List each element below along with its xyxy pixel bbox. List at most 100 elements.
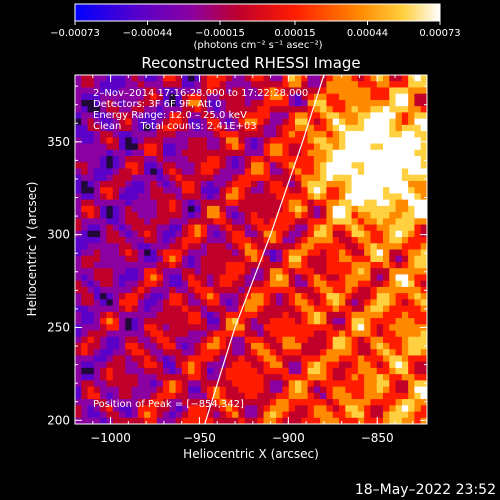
heatmap-cell bbox=[395, 330, 403, 338]
heatmap-cell bbox=[131, 131, 139, 138]
heatmap-cell bbox=[207, 230, 214, 238]
heatmap-cell bbox=[401, 87, 409, 95]
heatmap-cell bbox=[194, 311, 202, 319]
heatmap-cell bbox=[257, 187, 265, 195]
heatmap-cell bbox=[156, 143, 164, 151]
heatmap-cell bbox=[295, 87, 302, 95]
heatmap-cell bbox=[106, 311, 114, 319]
heatmap-cell bbox=[150, 237, 158, 244]
heatmap-cell bbox=[156, 336, 164, 344]
heatmap-cell bbox=[313, 361, 321, 369]
heatmap-cell bbox=[351, 243, 359, 251]
heatmap-cell bbox=[307, 336, 315, 344]
heatmap-cell bbox=[313, 392, 321, 400]
heatmap-cell bbox=[420, 162, 427, 170]
heatmap-cell bbox=[87, 336, 95, 344]
heatmap-cell bbox=[345, 349, 353, 357]
heatmap-cell bbox=[106, 318, 114, 325]
heatmap-cell bbox=[288, 187, 296, 195]
heatmap-cell bbox=[364, 112, 372, 120]
heatmap-cell bbox=[163, 81, 170, 89]
heatmap-cell bbox=[207, 180, 214, 188]
heatmap-cell bbox=[213, 361, 221, 369]
heatmap-cell bbox=[131, 162, 139, 170]
heatmap-cell bbox=[175, 230, 183, 238]
footer-timestamp: 18–May–2022 23:52 bbox=[355, 482, 496, 498]
heatmap-cell bbox=[401, 330, 409, 338]
heatmap-cell bbox=[295, 330, 302, 338]
heatmap-cell bbox=[339, 168, 346, 176]
heatmap-cell bbox=[420, 355, 427, 363]
heatmap-cell bbox=[263, 212, 271, 219]
heatmap-cell bbox=[257, 386, 265, 394]
heatmap-cell bbox=[282, 112, 290, 120]
heatmap-cell bbox=[251, 299, 258, 307]
heatmap-cell bbox=[169, 162, 177, 170]
heatmap-cell bbox=[414, 386, 422, 394]
heatmap-cell bbox=[383, 99, 390, 107]
heatmap-cell bbox=[75, 112, 82, 120]
heatmap-cell bbox=[395, 162, 403, 170]
heatmap-cell bbox=[351, 143, 359, 151]
heatmap-cell bbox=[345, 361, 353, 369]
heatmap-cell bbox=[357, 392, 365, 400]
heatmap-cell bbox=[269, 156, 277, 163]
heatmap-cell bbox=[332, 274, 340, 282]
heatmap-cell bbox=[106, 355, 114, 363]
heatmap-cell bbox=[125, 93, 133, 101]
heatmap-cell bbox=[163, 274, 170, 282]
heatmap-cell bbox=[389, 199, 397, 207]
heatmap-cell bbox=[194, 205, 202, 213]
heatmap-cell bbox=[112, 137, 120, 145]
heatmap-cell bbox=[339, 274, 346, 282]
heatmap-cell bbox=[238, 386, 246, 394]
heatmap-cell bbox=[408, 124, 416, 132]
heatmap-cell bbox=[414, 342, 422, 350]
heatmap-cell bbox=[225, 224, 233, 232]
heatmap-cell bbox=[150, 212, 158, 219]
heatmap-cell bbox=[137, 112, 145, 120]
heatmap-cell bbox=[295, 280, 302, 288]
heatmap-cell bbox=[395, 380, 403, 388]
heatmap-cell bbox=[219, 311, 227, 319]
heatmap-cell bbox=[100, 75, 108, 82]
heatmap-cell bbox=[370, 261, 378, 269]
heatmap-cell bbox=[232, 99, 240, 107]
heatmap-cell bbox=[119, 324, 126, 332]
heatmap-cell bbox=[313, 249, 321, 257]
heatmap-cell bbox=[395, 81, 403, 89]
heatmap-cell bbox=[244, 106, 252, 113]
heatmap-cell bbox=[112, 293, 120, 300]
heatmap-cell bbox=[326, 106, 334, 113]
heatmap-cell bbox=[175, 318, 183, 325]
heatmap-cell bbox=[257, 336, 265, 344]
heatmap-cell bbox=[225, 249, 233, 257]
heatmap-cell bbox=[93, 75, 101, 82]
heatmap-cell bbox=[276, 224, 284, 232]
heatmap-cell bbox=[288, 230, 296, 238]
heatmap-cell bbox=[339, 75, 346, 82]
heatmap-cell bbox=[282, 118, 290, 126]
heatmap-cell bbox=[269, 349, 277, 357]
heatmap-cell bbox=[282, 106, 290, 113]
heatmap-cell bbox=[194, 355, 202, 363]
heatmap-cell bbox=[269, 106, 277, 113]
heatmap-cell bbox=[251, 399, 258, 406]
heatmap-cell bbox=[339, 143, 346, 151]
heatmap-cell bbox=[357, 187, 365, 195]
heatmap-cell bbox=[106, 330, 114, 338]
heatmap-cell bbox=[75, 311, 82, 319]
heatmap-cell bbox=[137, 318, 145, 325]
heatmap-cell bbox=[81, 156, 89, 163]
heatmap-cell bbox=[364, 261, 372, 269]
heatmap-cell bbox=[301, 342, 309, 350]
heatmap-cell bbox=[282, 311, 290, 319]
heatmap-cell bbox=[351, 106, 359, 113]
heatmap-cell bbox=[288, 99, 296, 107]
heatmap-cell bbox=[87, 131, 95, 138]
heatmap-cell bbox=[364, 336, 372, 344]
heatmap-cell bbox=[112, 243, 120, 251]
heatmap-cell bbox=[156, 180, 164, 188]
heatmap-cell bbox=[357, 355, 365, 363]
heatmap-cell bbox=[232, 286, 240, 294]
